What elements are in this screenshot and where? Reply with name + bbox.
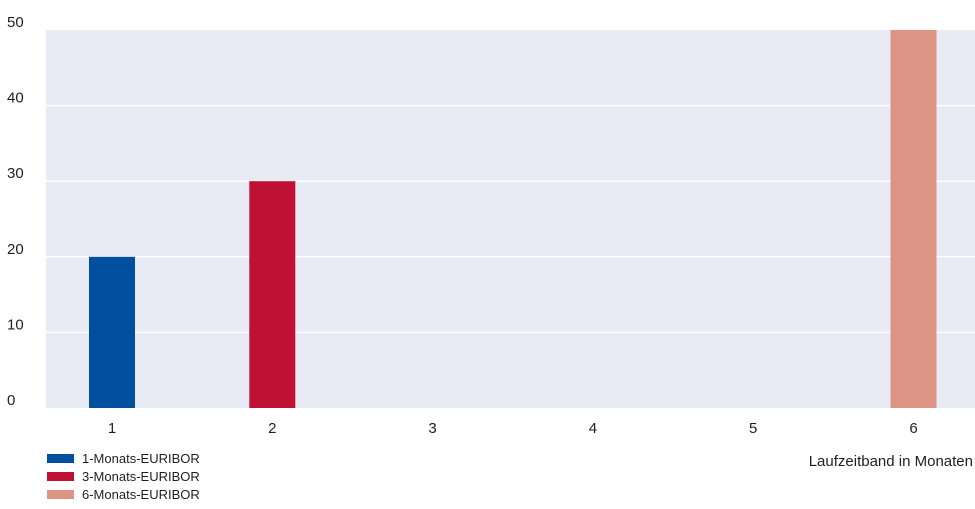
- legend-label: 6-Monats-EURIBOR: [82, 487, 200, 502]
- y-tick-label: 10: [7, 316, 24, 333]
- x-tick-label: 6: [909, 420, 917, 437]
- y-tick-label: 20: [7, 241, 24, 258]
- x-tick-labels: 1 2 3 4 5 6: [108, 420, 918, 437]
- legend-swatch: [47, 454, 74, 463]
- x-tick-label: 2: [268, 420, 276, 437]
- y-tick-label: 50: [7, 14, 24, 31]
- x-tick-label: 4: [589, 420, 597, 437]
- bar-6-monats-euribor: [890, 30, 937, 408]
- legend-label: 3-Monats-EURIBOR: [82, 469, 200, 484]
- bars: [89, 30, 937, 408]
- y-tick-label: 0: [7, 392, 15, 409]
- x-axis-title: Laufzeitband in Monaten: [809, 453, 973, 470]
- legend-label: 1-Monats-EURIBOR: [82, 451, 200, 466]
- legend: 1-Monats-EURIBOR 3-Monats-EURIBOR 6-Monats…: [47, 451, 200, 502]
- bar-3-monats-euribor: [249, 181, 296, 408]
- legend-swatch: [47, 490, 74, 499]
- bar-1-monats-euribor: [89, 256, 135, 408]
- x-tick-label: 3: [428, 420, 436, 437]
- y-tick-label: 30: [7, 165, 24, 182]
- y-tick-label: 40: [7, 90, 24, 107]
- x-tick-label: 1: [108, 420, 116, 437]
- legend-swatch: [47, 472, 74, 481]
- gridlines: [46, 104, 975, 334]
- x-tick-label: 5: [749, 420, 757, 437]
- plot-background: [46, 30, 975, 408]
- y-tick-labels: 0 10 20 30 40 50: [7, 14, 24, 409]
